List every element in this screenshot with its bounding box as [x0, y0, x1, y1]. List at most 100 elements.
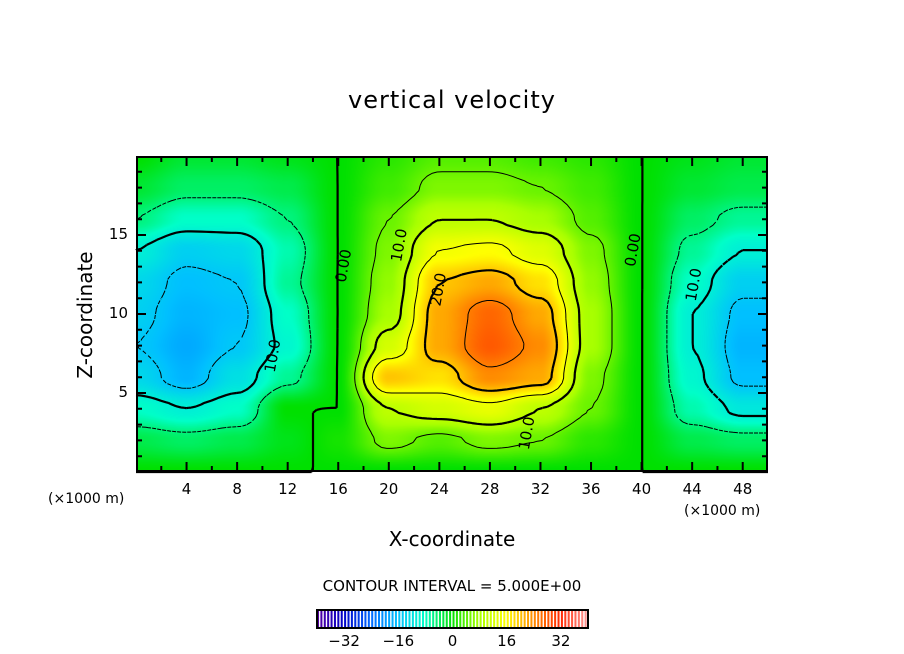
colorbar-swatch: [452, 610, 455, 628]
colorbar-swatch: [347, 610, 350, 628]
colorbar-swatch: [361, 610, 364, 628]
colorbar-swatch: [584, 610, 587, 628]
colorbar-swatch: [422, 610, 425, 628]
colorbar-swatch: [537, 610, 540, 628]
colorbar-swatch: [462, 610, 465, 628]
colorbar-swatch: [476, 610, 479, 628]
y-tick-label: 15: [108, 225, 128, 243]
x-tick-label: 8: [232, 480, 242, 498]
x-unit-right: (×1000 m): [684, 503, 761, 519]
colorbar-swatch: [489, 610, 492, 628]
colorbar-swatch: [317, 610, 320, 628]
contour-line: [371, 242, 569, 404]
x-unit-left: (×1000 m): [48, 491, 125, 507]
contour-line: [464, 300, 525, 368]
contour-label: 10.0: [682, 267, 706, 303]
colorbar-swatch: [499, 610, 502, 628]
colorbar-swatch: [350, 610, 353, 628]
colorbar-swatch: [574, 610, 577, 628]
colorbar-swatch: [408, 610, 411, 628]
colorbar-tick-label: 32: [551, 632, 571, 650]
colorbar-swatch: [445, 610, 448, 628]
colorbar-swatch: [516, 610, 519, 628]
colorbar-swatch: [428, 610, 431, 628]
colorbar-swatch: [520, 610, 523, 628]
colorbar-swatch: [472, 610, 475, 628]
colorbar-swatch: [455, 610, 458, 628]
colorbar-swatch: [330, 610, 333, 628]
x-tick-label: 48: [733, 480, 753, 498]
plot-area: 0.00 10.0 20.0 10.0 0.00 10.0 10.0: [135, 155, 768, 474]
colorbar-swatch: [503, 610, 506, 628]
colorbar-swatch: [459, 610, 462, 628]
colorbar: [316, 609, 589, 629]
colorbar-swatch: [557, 610, 560, 628]
colorbar-swatch: [398, 610, 401, 628]
colorbar-swatch: [357, 610, 360, 628]
colorbar-swatch: [432, 610, 435, 628]
colorbar-swatch: [442, 610, 445, 628]
colorbar-tick-label: 16: [497, 632, 517, 650]
colorbar-swatch: [533, 610, 536, 628]
colorbar-swatch: [367, 610, 370, 628]
axis-ticks: [136, 156, 768, 472]
x-tick-label: 36: [581, 480, 601, 498]
x-tick-label: 28: [480, 480, 500, 498]
y-tick-label: 10: [108, 304, 128, 322]
x-axis-label: X-coordinate: [388, 527, 516, 551]
colorbar-swatch: [438, 610, 441, 628]
colorbar-swatch: [577, 610, 580, 628]
colorbar-swatch: [415, 610, 418, 628]
colorbar-swatch: [496, 610, 499, 628]
colorbar-swatch: [374, 610, 377, 628]
colorbar-swatch: [320, 610, 323, 628]
colorbar-swatch: [540, 610, 543, 628]
contour-label: 20.0: [426, 271, 450, 307]
colorbar-swatch: [384, 610, 387, 628]
colorbar-swatch: [510, 610, 513, 628]
colorbar-swatch: [391, 610, 394, 628]
contour-label: 10.0: [515, 415, 539, 451]
colorbar-swatch: [337, 610, 340, 628]
contour-line: [135, 197, 768, 434]
colorbar-swatch: [571, 610, 574, 628]
contour-line: [136, 266, 768, 389]
colorbar-swatch: [513, 610, 516, 628]
colorbar-swatch: [394, 610, 397, 628]
colorbar-swatch: [401, 610, 404, 628]
y-tick-label: 5: [118, 383, 128, 401]
contour-line: [136, 155, 768, 474]
contour-line: [354, 171, 613, 449]
colorbar-swatch: [344, 610, 347, 628]
x-tick-label: 12: [278, 480, 298, 498]
contour-line: [135, 230, 768, 418]
colorbar-swatch: [449, 610, 452, 628]
colorbar-swatch: [411, 610, 414, 628]
contour-label: 10.0: [261, 338, 285, 374]
colorbar-swatch: [469, 610, 472, 628]
plot-frame: [136, 156, 768, 472]
colorbar-swatch: [550, 610, 553, 628]
contour-interval-label: CONTOUR INTERVAL = 5.000E+00: [322, 577, 582, 595]
x-tick-label: 24: [429, 480, 449, 498]
colorbar-swatch: [543, 610, 546, 628]
colorbar-swatch: [364, 610, 367, 628]
colorbar-swatch: [554, 610, 557, 628]
colorbar-swatch: [435, 610, 438, 628]
colorbar-swatch: [486, 610, 489, 628]
colorbar-swatch: [333, 610, 336, 628]
colorbar-tick-label: −16: [382, 632, 415, 650]
colorbar-swatch: [547, 610, 550, 628]
contour-line: [423, 269, 558, 392]
colorbar-swatch: [371, 610, 374, 628]
x-tick-label: 44: [682, 480, 702, 498]
x-tick-label: 4: [181, 480, 192, 498]
colorbar-swatch: [506, 610, 509, 628]
colorbar-swatch: [381, 610, 384, 628]
colorbar-border: [316, 609, 589, 629]
colorbar-swatch: [523, 610, 526, 628]
contour-label: 0.00: [621, 232, 645, 268]
chart-title: vertical velocity: [348, 86, 556, 114]
colorbar-swatch: [564, 610, 567, 628]
colorbar-swatch: [354, 610, 357, 628]
